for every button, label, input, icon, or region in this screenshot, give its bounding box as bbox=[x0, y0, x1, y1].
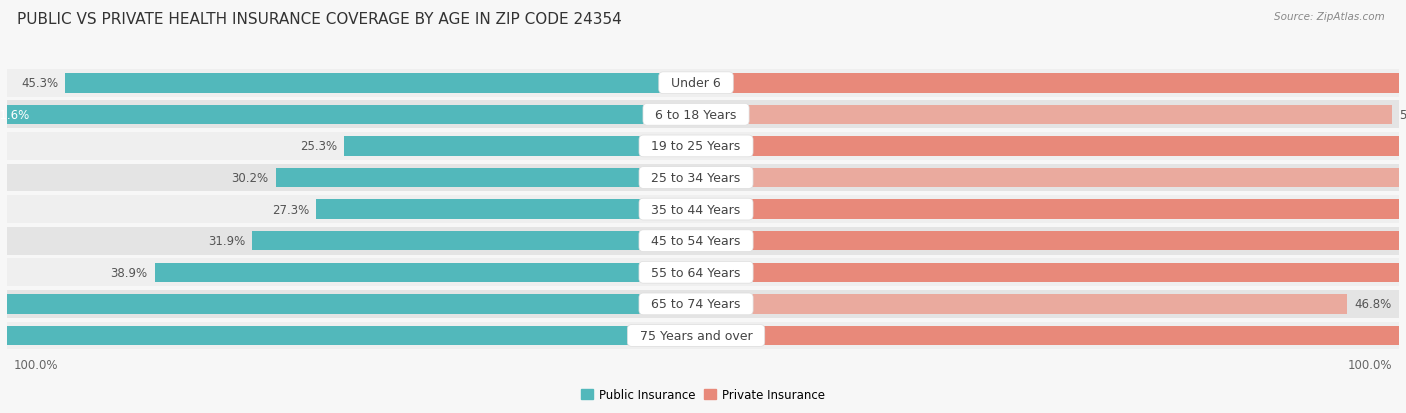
Text: 38.9%: 38.9% bbox=[111, 266, 148, 279]
Text: 100.0%: 100.0% bbox=[14, 358, 59, 371]
Bar bbox=[0, 105, 696, 125]
Bar bbox=[276, 169, 696, 188]
Text: 45.3%: 45.3% bbox=[21, 77, 59, 90]
Text: 65 to 74 Years: 65 to 74 Years bbox=[644, 298, 749, 311]
Bar bbox=[696, 137, 1406, 157]
Text: PUBLIC VS PRIVATE HEALTH INSURANCE COVERAGE BY AGE IN ZIP CODE 24354: PUBLIC VS PRIVATE HEALTH INSURANCE COVER… bbox=[17, 12, 621, 27]
Text: 46.8%: 46.8% bbox=[1354, 298, 1392, 311]
Bar bbox=[7, 164, 1399, 192]
Text: 51.6%: 51.6% bbox=[0, 109, 30, 121]
Bar bbox=[696, 294, 1347, 314]
Text: 27.3%: 27.3% bbox=[271, 203, 309, 216]
Bar bbox=[696, 263, 1406, 282]
Bar bbox=[696, 231, 1406, 251]
Bar bbox=[7, 227, 1399, 255]
Bar bbox=[696, 169, 1406, 188]
Bar bbox=[0, 294, 696, 314]
Bar bbox=[696, 74, 1406, 93]
Bar bbox=[252, 231, 696, 251]
Legend: Public Insurance, Private Insurance: Public Insurance, Private Insurance bbox=[581, 388, 825, 401]
Text: 19 to 25 Years: 19 to 25 Years bbox=[644, 140, 748, 153]
Bar bbox=[7, 196, 1399, 223]
Text: 45 to 54 Years: 45 to 54 Years bbox=[644, 235, 749, 248]
Bar bbox=[7, 322, 1399, 349]
Bar bbox=[7, 101, 1399, 129]
Text: 75 Years and over: 75 Years and over bbox=[631, 329, 761, 342]
Bar bbox=[696, 105, 1392, 125]
Bar bbox=[696, 200, 1406, 219]
Bar bbox=[0, 326, 696, 345]
Bar bbox=[344, 137, 696, 157]
Text: 30.2%: 30.2% bbox=[232, 171, 269, 185]
Text: 50.0%: 50.0% bbox=[1399, 109, 1406, 121]
Text: Source: ZipAtlas.com: Source: ZipAtlas.com bbox=[1274, 12, 1385, 22]
Bar bbox=[696, 326, 1406, 345]
Text: 25 to 34 Years: 25 to 34 Years bbox=[644, 171, 748, 185]
Bar bbox=[7, 70, 1399, 97]
Bar bbox=[316, 200, 696, 219]
Bar bbox=[155, 263, 696, 282]
Bar bbox=[7, 259, 1399, 287]
Text: 35 to 44 Years: 35 to 44 Years bbox=[644, 203, 748, 216]
Bar bbox=[7, 133, 1399, 160]
Bar bbox=[66, 74, 696, 93]
Text: 31.9%: 31.9% bbox=[208, 235, 245, 248]
Text: 100.0%: 100.0% bbox=[1347, 358, 1392, 371]
Text: 6 to 18 Years: 6 to 18 Years bbox=[647, 109, 745, 121]
Bar bbox=[7, 290, 1399, 318]
Text: Under 6: Under 6 bbox=[664, 77, 728, 90]
Text: 25.3%: 25.3% bbox=[299, 140, 337, 153]
Text: 55 to 64 Years: 55 to 64 Years bbox=[644, 266, 749, 279]
